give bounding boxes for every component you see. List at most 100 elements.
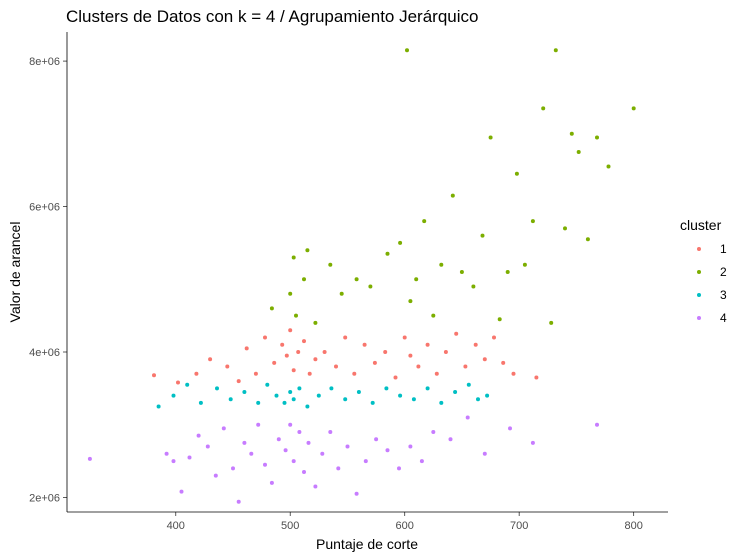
data-point-cluster-4: [320, 451, 325, 456]
data-point-cluster-3: [411, 397, 416, 402]
y-tick-label: 4e+06: [29, 347, 60, 359]
data-point-cluster-2: [522, 262, 527, 267]
data-point-cluster-3: [356, 390, 361, 394]
data-point-cluster-1: [482, 357, 487, 362]
data-point-cluster-4: [448, 437, 453, 442]
data-point-cluster-4: [385, 448, 390, 453]
data-point-cluster-1: [362, 342, 367, 347]
data-point-cluster-4: [465, 415, 470, 420]
data-point-cluster-3: [370, 400, 375, 405]
data-point-cluster-3: [274, 393, 279, 398]
data-point-cluster-1: [152, 373, 156, 378]
data-point-cluster-2: [569, 131, 574, 136]
data-point-cluster-3: [316, 393, 321, 398]
data-point-cluster-2: [328, 262, 333, 267]
data-point-cluster-4: [363, 459, 368, 464]
data-point-cluster-4: [595, 422, 599, 427]
data-point-cluster-2: [585, 237, 590, 242]
data-point-cluster-2: [385, 251, 390, 256]
data-point-cluster-3: [265, 382, 270, 387]
data-point-cluster-4: [530, 440, 535, 445]
data-point-cluster-1: [383, 350, 388, 354]
data-point-cluster-1: [534, 375, 539, 380]
data-point-cluster-4: [291, 459, 296, 464]
data-point-cluster-4: [397, 466, 401, 471]
data-point-cluster-3: [156, 404, 161, 409]
data-point-cluster-1: [334, 364, 338, 369]
data-point-cluster-4: [345, 444, 350, 449]
data-point-cluster-4: [328, 430, 333, 434]
data-point-cluster-1: [263, 335, 267, 340]
legend-label-3: 3: [720, 288, 727, 302]
data-point-cluster-2: [354, 277, 359, 282]
data-point-cluster-4: [313, 484, 318, 489]
data-point-cluster-1: [343, 335, 348, 340]
data-point-cluster-2: [450, 193, 455, 198]
data-point-cluster-1: [402, 335, 407, 340]
data-point-cluster-2: [471, 284, 476, 289]
data-point-cluster-4: [508, 426, 512, 431]
data-point-cluster-1: [225, 364, 230, 369]
data-point-cluster-1: [284, 353, 289, 358]
data-point-cluster-3: [242, 390, 247, 394]
data-point-cluster-4: [419, 459, 424, 464]
data-point-cluster-4: [302, 470, 306, 474]
data-point-cluster-1: [208, 357, 213, 362]
data-point-cluster-2: [398, 240, 403, 245]
data-point-cluster-2: [305, 248, 310, 253]
data-point-cluster-4: [187, 455, 192, 460]
data-point-cluster-2: [313, 320, 318, 325]
data-point-cluster-4: [288, 422, 293, 427]
data-point-cluster-4: [87, 456, 92, 461]
data-point-cluster-3: [305, 404, 310, 409]
data-point-cluster-3: [288, 390, 293, 394]
data-point-cluster-3: [185, 382, 190, 387]
data-point-cluster-3: [171, 393, 176, 398]
data-point-cluster-2: [549, 320, 554, 325]
data-point-cluster-2: [288, 291, 293, 296]
data-point-cluster-4: [297, 430, 302, 434]
data-point-cluster-2: [563, 226, 567, 231]
data-point-cluster-3: [476, 397, 480, 402]
data-point-cluster-4: [374, 437, 379, 442]
data-point-cluster-2: [553, 48, 558, 53]
data-point-cluster-3: [453, 390, 458, 394]
data-point-cluster-1: [372, 360, 377, 365]
data-point-cluster-4: [196, 433, 201, 438]
data-point-cluster-1: [244, 346, 249, 351]
chart-title: Clusters de Datos con k = 4 / Agrupamien…: [66, 7, 478, 26]
data-point-cluster-4: [408, 444, 413, 449]
data-point-cluster-1: [322, 350, 327, 354]
data-point-cluster-4: [354, 491, 359, 496]
data-point-cluster-2: [606, 164, 611, 169]
legend-key-3: [697, 293, 701, 297]
data-point-cluster-2: [294, 313, 298, 318]
data-point-cluster-2: [408, 299, 413, 304]
data-point-cluster-2: [368, 284, 373, 289]
data-point-cluster-4: [276, 437, 281, 442]
legend: cluster 1 2 3 4: [680, 217, 727, 325]
data-point-cluster-1: [511, 371, 516, 376]
data-point-cluster-4: [482, 451, 487, 456]
data-point-cluster-3: [291, 397, 296, 402]
data-point-cluster-3: [329, 386, 334, 391]
legend-label-1: 1: [720, 242, 727, 256]
data-point-cluster-1: [416, 364, 421, 369]
legend-key-4: [697, 316, 701, 320]
data-point-cluster-4: [249, 451, 254, 456]
data-point-cluster-3: [398, 393, 403, 398]
data-point-cluster-4: [221, 426, 226, 431]
data-point-cluster-1: [236, 379, 241, 384]
data-point-cluster-2: [595, 135, 599, 140]
data-point-cluster-4: [242, 440, 247, 445]
data-point-cluster-1: [473, 342, 478, 347]
x-axis-ticks: 400 500 600 700 800: [167, 512, 643, 532]
data-point-cluster-4: [205, 444, 210, 449]
y-axis-ticks: 2e+06 4e+06 6e+06 8e+06: [29, 56, 67, 504]
data-point-cluster-2: [505, 270, 510, 274]
data-point-cluster-4: [231, 466, 235, 471]
data-point-cluster-1: [425, 342, 430, 347]
data-point-cluster-2: [488, 135, 493, 140]
data-point-cluster-2: [414, 277, 419, 282]
data-point-cluster-4: [179, 489, 184, 494]
